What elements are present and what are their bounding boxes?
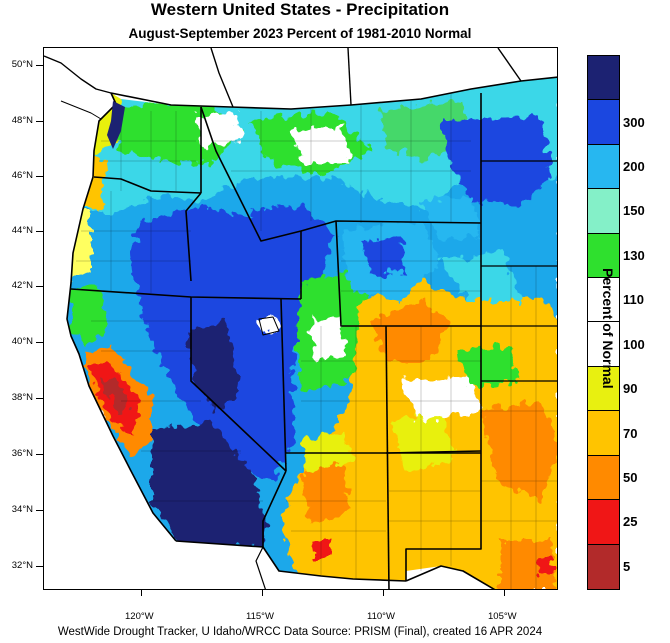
puget-sound-area bbox=[107, 101, 125, 149]
legend-label: 110 bbox=[623, 292, 644, 308]
lat-mark bbox=[36, 566, 43, 567]
lat-mark bbox=[36, 454, 43, 455]
legend-swatch bbox=[588, 455, 619, 501]
legend-title: Percent of Normal bbox=[600, 268, 616, 389]
county-lines bbox=[76, 93, 557, 589]
map-subtitle: August-September 2023 Percent of 1981-20… bbox=[128, 26, 472, 41]
lat-mark bbox=[36, 510, 43, 511]
legend-swatch bbox=[588, 233, 619, 279]
legend-label: 100 bbox=[623, 336, 645, 352]
legend-label: 150 bbox=[623, 203, 645, 219]
lat-mark bbox=[36, 286, 43, 287]
legend-swatch bbox=[588, 500, 619, 545]
lon-mark bbox=[141, 590, 142, 596]
legend-label: 90 bbox=[623, 381, 638, 397]
legend-swatch bbox=[588, 56, 619, 101]
legend-swatch bbox=[588, 411, 619, 456]
lat-label-34: 34°N bbox=[11, 504, 33, 515]
legend-swatch bbox=[588, 100, 619, 145]
color-legend bbox=[587, 55, 620, 590]
lat-label-38: 38°N bbox=[11, 392, 33, 403]
footer-credit: WestWide Drought Tracker, U Idaho/WRCC D… bbox=[57, 626, 543, 638]
map-title: Western United States - Precipitation bbox=[150, 0, 450, 19]
legend-swatch bbox=[588, 366, 619, 412]
lat-label-40: 40°N bbox=[11, 336, 33, 347]
lat-mark bbox=[36, 176, 43, 177]
legend-label: 5 bbox=[623, 558, 631, 574]
map-canvas bbox=[44, 48, 557, 589]
lat-label-48: 48°N bbox=[11, 115, 33, 126]
lat-label-50: 50°N bbox=[11, 59, 33, 70]
lat-label-44: 44°N bbox=[11, 225, 33, 236]
legend-label: 70 bbox=[623, 425, 638, 441]
legend-label: 130 bbox=[623, 247, 645, 263]
legend-swatch bbox=[588, 144, 619, 190]
lon-mark bbox=[504, 590, 505, 596]
legend-swatch bbox=[588, 278, 619, 323]
lat-label-32: 32°N bbox=[11, 560, 33, 571]
legend-label: 300 bbox=[623, 114, 645, 130]
legend-swatch bbox=[588, 189, 619, 234]
lon-label-110: 110°W bbox=[367, 611, 395, 622]
precipitation-map bbox=[43, 47, 558, 590]
legend-label: 25 bbox=[623, 514, 638, 530]
lon-mark bbox=[383, 590, 384, 596]
lat-label-46: 46°N bbox=[11, 170, 33, 181]
legend-label: 200 bbox=[623, 159, 645, 175]
lon-label-120: 120°W bbox=[125, 611, 154, 622]
lat-mark bbox=[36, 342, 43, 343]
lat-mark bbox=[36, 231, 43, 232]
legend-label: 50 bbox=[623, 469, 638, 485]
legend-swatch bbox=[588, 544, 619, 589]
legend-swatch bbox=[588, 322, 619, 367]
lon-label-115: 115°W bbox=[246, 611, 274, 622]
lat-label-42: 42°N bbox=[11, 280, 33, 291]
lat-mark bbox=[36, 121, 43, 122]
lat-mark bbox=[36, 65, 43, 66]
lat-label-36: 36°N bbox=[11, 448, 33, 459]
lon-mark bbox=[262, 590, 263, 596]
state-boundaries bbox=[44, 48, 557, 589]
lat-mark bbox=[36, 398, 43, 399]
lon-label-105: 105°W bbox=[488, 611, 517, 622]
